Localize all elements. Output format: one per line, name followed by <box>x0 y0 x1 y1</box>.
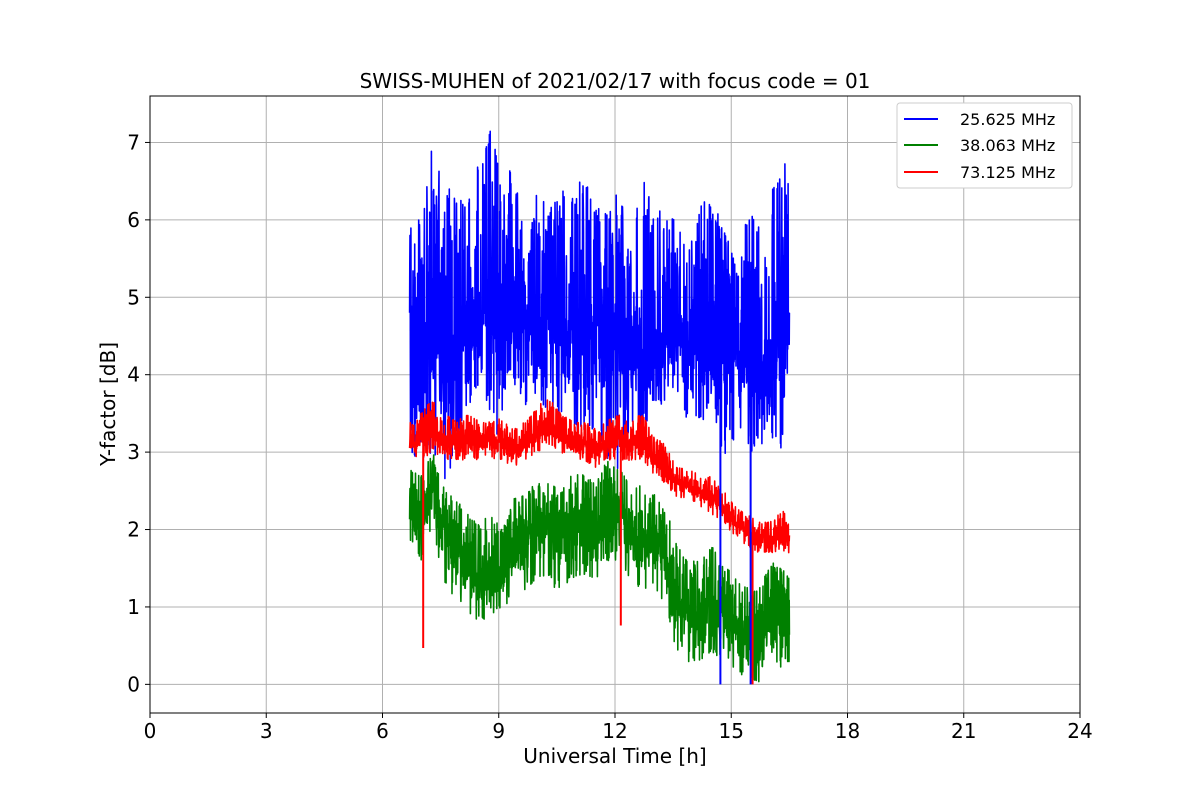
chart-title: SWISS-MUHEN of 2021/02/17 with focus cod… <box>360 69 871 93</box>
x-tick-label: 0 <box>144 719 157 743</box>
x-tick-label: 3 <box>260 719 273 743</box>
y-tick-label: 6 <box>127 208 140 232</box>
legend-box <box>896 102 1073 189</box>
series-line-25625 <box>408 130 791 480</box>
x-tick-label: 18 <box>835 719 860 743</box>
y-tick-label: 2 <box>127 518 140 542</box>
y-tick-label: 1 <box>127 595 140 619</box>
x-axis-label: Universal Time [h] <box>523 744 706 768</box>
series-layer <box>408 130 791 685</box>
legend: 25.625 MHz 38.063 MHz 73.125 MHz <box>896 102 1073 189</box>
legend-label-25625: 25.625 MHz <box>960 110 1055 129</box>
legend-label-38063: 38.063 MHz <box>960 136 1055 155</box>
y-tick-label: 0 <box>127 672 140 696</box>
x-axis: 0 3 6 9 12 15 18 21 24 <box>144 713 1093 743</box>
y-tick-label: 4 <box>127 363 140 387</box>
x-tick-label: 6 <box>376 719 389 743</box>
y-tick-label: 7 <box>127 130 140 154</box>
y-tick-label: 5 <box>127 285 140 309</box>
legend-label-73125: 73.125 MHz <box>960 163 1055 182</box>
y-axis: 0 1 2 3 4 5 6 7 <box>127 130 150 696</box>
series-line-73125 <box>408 399 791 554</box>
x-tick-label: 24 <box>1067 719 1092 743</box>
x-tick-label: 9 <box>492 719 505 743</box>
series-line-38063 <box>408 454 791 683</box>
x-tick-label: 21 <box>951 719 976 743</box>
x-tick-label: 12 <box>602 719 627 743</box>
y-axis-label: Y-factor [dB] <box>96 342 120 467</box>
x-tick-label: 15 <box>719 719 744 743</box>
y-tick-label: 3 <box>127 440 140 464</box>
